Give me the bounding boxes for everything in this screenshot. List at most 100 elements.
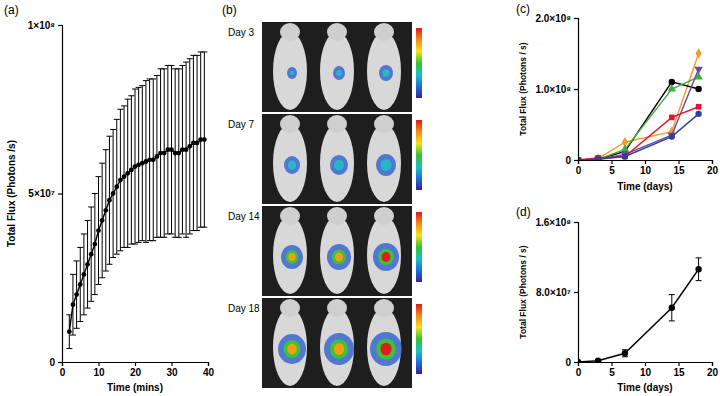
signal-outer (330, 155, 348, 175)
tick-label: 5×10⁷ (28, 188, 55, 199)
color-bar (416, 28, 422, 98)
tick-label: 5 (609, 165, 615, 176)
signal-outer (370, 332, 402, 366)
marker (162, 151, 167, 156)
series (66, 52, 207, 349)
color-bar (416, 120, 422, 190)
panel-0: 01020304005×10⁷1×10⁸(a)Time (mins)Total … (4, 3, 214, 393)
panel-2: 0510152001.0×10⁸2.0×10⁸(c)Time (days)Tot… (516, 2, 718, 192)
mouse-body (273, 32, 307, 110)
image-background (262, 206, 412, 296)
tick: 20 (707, 362, 719, 378)
tick: 40 (203, 362, 215, 378)
marker (187, 144, 192, 149)
image-row: Day 18 (228, 298, 422, 388)
marker (125, 171, 130, 176)
marker (184, 147, 189, 152)
mouse-head (327, 299, 347, 317)
tick-mark (678, 160, 679, 164)
marker (71, 302, 76, 307)
figure: 01020304005×10⁷1×10⁸(a)Time (mins)Total … (0, 0, 720, 396)
tick-mark (574, 160, 578, 161)
marker (118, 178, 123, 183)
y-axis-line (574, 19, 579, 161)
series (578, 104, 701, 160)
error-bar (176, 69, 182, 238)
tick-label: 10 (93, 367, 105, 378)
signal-mid (380, 159, 391, 171)
line (578, 77, 699, 160)
tick-label: 20 (130, 367, 142, 378)
tick-mark (645, 160, 646, 164)
marker (695, 86, 701, 92)
mouse-body (367, 308, 401, 386)
tick-label: 0 (576, 367, 582, 378)
panel-title: (a) (4, 3, 19, 17)
marker (96, 228, 101, 233)
error-bar (622, 350, 628, 357)
tick: 2.0×10⁸ (535, 13, 578, 24)
line (578, 54, 699, 161)
image-background (262, 22, 412, 112)
tick-mark (574, 362, 578, 363)
mouse-head (280, 115, 300, 133)
line (578, 69, 699, 160)
tick-label: 1×10⁸ (28, 20, 56, 31)
mouse-body (367, 216, 401, 294)
line (69, 140, 204, 332)
x-axis: 05101520 (576, 160, 719, 176)
line (578, 114, 699, 160)
signal-mid (383, 69, 390, 77)
error-bar (99, 163, 105, 278)
error-bar (85, 220, 91, 308)
signal-outer (376, 154, 396, 176)
tick-mark (574, 292, 578, 293)
error-bar (121, 106, 127, 248)
tick: 0 (565, 357, 578, 368)
error-bar (128, 96, 134, 244)
signal-mid (286, 250, 299, 264)
error-bar (88, 207, 94, 301)
error-bar (103, 150, 109, 271)
plot-area (578, 48, 703, 160)
signal-outer (327, 244, 351, 270)
color-bar (416, 212, 422, 282)
marker (85, 262, 90, 267)
image-background (262, 298, 412, 388)
x-axis: 05101520 (576, 362, 719, 378)
signal-mid (378, 249, 393, 266)
marker (621, 144, 630, 151)
error-bar (114, 119, 120, 254)
image-row: Day 14 (228, 206, 422, 296)
tick-label: 40 (203, 367, 215, 378)
signal-outer (284, 156, 300, 174)
tick-mark (135, 362, 136, 366)
tick: 15 (673, 362, 685, 378)
tick: 20 (707, 160, 719, 176)
marker (82, 272, 87, 277)
marker (176, 151, 181, 156)
y-axis-title: Total Flux (Photons / s) (518, 42, 528, 136)
image-row: Day 3 (228, 22, 422, 112)
y-axis: 08.0×10⁷1.6×10⁸ (535, 217, 578, 368)
tick-label: 8.0×10⁷ (536, 287, 571, 298)
tick: 0 (576, 362, 582, 378)
tick-mark (712, 362, 713, 366)
error-bar (81, 234, 87, 315)
x-axis-title: Time (days) (617, 382, 672, 393)
tick: 0 (60, 362, 66, 378)
tick: 0 (565, 155, 578, 166)
signal-outer (373, 243, 399, 271)
marker (695, 266, 701, 272)
error-bar (201, 52, 207, 227)
tick-mark (98, 362, 99, 366)
x-axis-line (579, 363, 713, 367)
marker (151, 157, 156, 162)
tick-mark (611, 160, 612, 164)
tick: 0 (49, 357, 62, 368)
mouse-body (320, 308, 354, 386)
tick-mark (611, 362, 612, 366)
error-bar (117, 109, 123, 251)
tick-label: 2.0×10⁸ (535, 13, 571, 24)
marker (74, 292, 79, 297)
